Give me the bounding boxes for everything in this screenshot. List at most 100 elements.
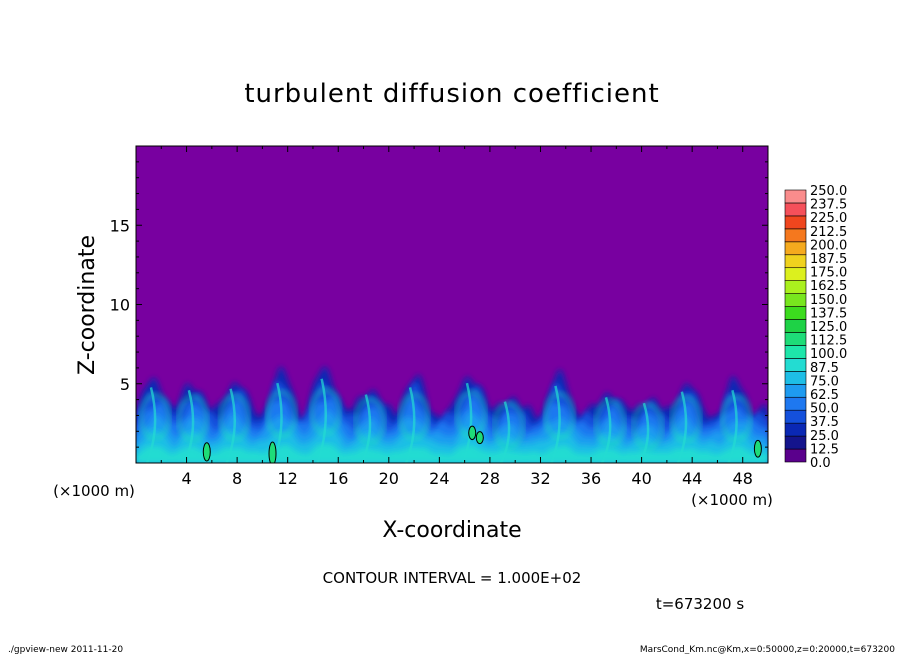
legend-label: 175.0	[810, 266, 847, 281]
legend-swatch	[784, 280, 807, 294]
legend-label: 25.0	[810, 429, 839, 444]
legend-label: 0.0	[810, 456, 831, 471]
eddy	[720, 395, 752, 443]
plume-stroke	[145, 387, 157, 463]
eddy	[632, 402, 664, 450]
footer-left: ./gpview-new 2011-11-20	[8, 645, 123, 654]
legend-label: 37.5	[810, 415, 839, 430]
x-unit-right: (×1000 m)	[691, 491, 773, 509]
contour-patch	[202, 442, 211, 462]
legend-swatch	[784, 371, 807, 385]
contour-patch	[753, 439, 762, 458]
legend-label: 87.5	[810, 361, 839, 376]
legend-swatch	[784, 345, 807, 359]
x-unit-left: (×1000 m)	[53, 482, 135, 500]
legend-label: 150.0	[810, 293, 847, 308]
x-tick-label: 36	[581, 469, 601, 488]
eddy	[543, 392, 575, 440]
plume-stroke	[404, 387, 416, 463]
legend-swatch	[784, 332, 807, 346]
x-axis-label: X-coordinate	[382, 518, 521, 543]
plume-stroke	[225, 388, 236, 463]
x-tick-label: 24	[429, 469, 449, 488]
legend-swatch	[784, 435, 807, 450]
legend-label: 225.0	[810, 211, 847, 226]
plume-stroke	[183, 389, 195, 463]
y-axis: 5 10 15	[110, 161, 768, 448]
legend-label: 62.5	[810, 388, 839, 403]
legend-label: 187.5	[810, 252, 847, 267]
legend-swatch	[784, 202, 807, 217]
legend-label: 162.5	[810, 279, 847, 294]
legend-swatch	[784, 448, 807, 463]
legend-swatch	[784, 306, 807, 320]
x-tick-label: 48	[733, 469, 753, 488]
chart-title: turbulent diffusion coefficient	[244, 79, 659, 109]
legend-swatch	[784, 267, 807, 281]
legend-swatch	[784, 319, 807, 333]
legend-swatch	[784, 293, 807, 307]
legend-label: 100.0	[810, 347, 847, 362]
legend-swatch	[784, 215, 807, 230]
legend-label: 237.5	[810, 198, 847, 213]
y-tick-label: 15	[110, 216, 130, 235]
field-layer	[136, 443, 768, 463]
time-label: t=673200 s	[656, 595, 744, 613]
legend-label: 75.0	[810, 374, 839, 389]
x-tick-label: 8	[232, 469, 242, 488]
x-tick-label: 28	[480, 469, 500, 488]
x-tick-label: 40	[631, 469, 651, 488]
legend-swatch	[784, 422, 807, 437]
turbulence-field	[136, 366, 768, 463]
legend-swatch	[784, 241, 807, 256]
eddy	[493, 402, 525, 450]
contour-patch	[268, 441, 277, 463]
legend-label: 137.5	[810, 306, 847, 321]
legend-swatch	[784, 409, 807, 424]
eddy	[670, 395, 702, 443]
eddy	[139, 393, 171, 441]
legend-label: 50.0	[810, 402, 839, 417]
contour-patch	[468, 425, 477, 441]
eddy	[354, 397, 386, 445]
plume-stroke	[550, 385, 561, 463]
plume-stroke	[360, 394, 372, 463]
contour-interval: CONTOUR INTERVAL = 1.000E+02	[323, 569, 582, 587]
footer-right: MarsCond_Km.nc@Km,x=0:50000,z=0:20000,t=…	[640, 645, 895, 654]
legend-swatch	[784, 396, 807, 411]
plume-stroke	[316, 378, 328, 463]
legend-label: 125.0	[810, 320, 847, 335]
contour-patch	[475, 431, 484, 445]
x-tick-label: 20	[379, 469, 399, 488]
plume-stroke	[676, 391, 688, 463]
eddy	[177, 395, 209, 443]
legend-swatch	[784, 383, 807, 398]
x-tick-label: 4	[181, 469, 191, 488]
x-tick-label: 32	[530, 469, 550, 488]
legend-swatch	[784, 254, 807, 269]
x-tick-label: 12	[278, 469, 298, 488]
x-axis: 4 8 12 16 20 24 28 32 36 40 44 48	[160, 146, 753, 488]
legend-label: 112.5	[810, 334, 847, 349]
eddy	[219, 394, 251, 442]
plume-stroke	[600, 397, 612, 463]
plume-stroke	[727, 389, 738, 463]
legend-swatch	[784, 358, 807, 372]
color-legend: 0.012.525.037.550.062.575.087.5100.0112.…	[784, 184, 847, 471]
plume-stroke	[499, 401, 511, 463]
legend-label: 200.0	[810, 238, 847, 253]
legend-swatch	[784, 189, 807, 204]
eddy	[398, 393, 430, 441]
eddy	[594, 399, 626, 447]
legend-label: 212.5	[810, 225, 847, 240]
y-tick-label: 5	[120, 375, 130, 394]
legend-swatch	[784, 228, 807, 243]
legend-label: 250.0	[810, 184, 847, 199]
y-axis-label: Z-coordinate	[75, 235, 100, 375]
y-tick-label: 10	[110, 296, 130, 315]
plume-stroke	[461, 382, 473, 463]
x-tick-label: 44	[682, 469, 702, 488]
x-tick-label: 16	[328, 469, 348, 488]
legend-label: 12.5	[810, 442, 839, 457]
